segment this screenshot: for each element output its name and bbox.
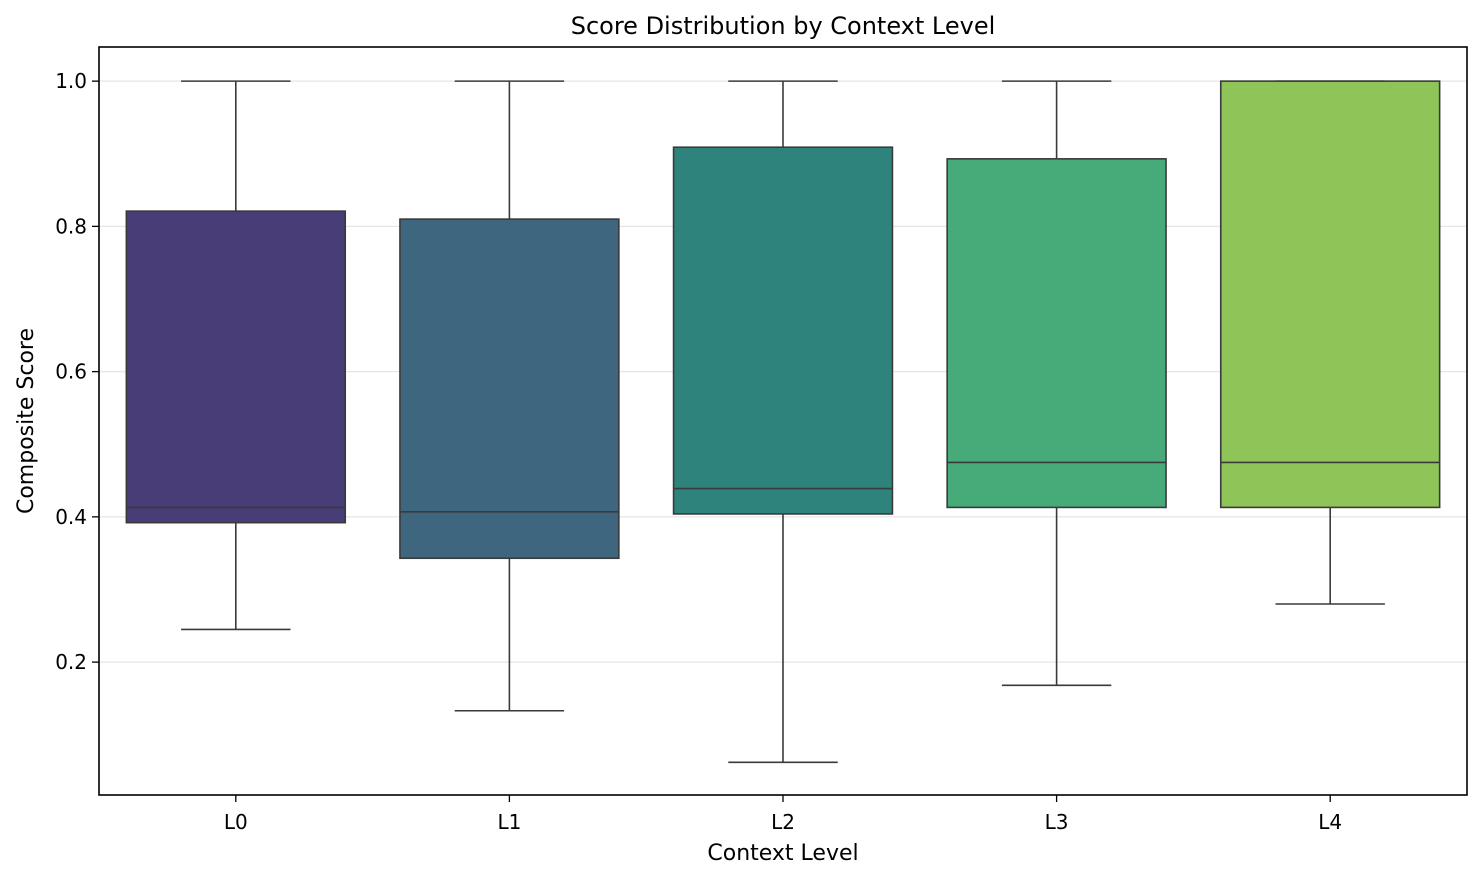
x-tick-label: L3 <box>1045 810 1069 834</box>
box-l2 <box>672 80 894 764</box>
x-tick-label: L2 <box>771 810 795 834</box>
y-axis-title: Composite Score <box>14 328 39 514</box>
x-axis-title: Context Level <box>707 841 858 866</box>
iqr-box <box>1219 80 1441 509</box>
x-tick-label: L0 <box>224 810 248 834</box>
x-axis: L0 L1 L2 L3 L4 <box>224 795 1342 834</box>
x-tick-label: L4 <box>1318 810 1342 834</box>
box-l3 <box>946 80 1167 687</box>
chart-title: Score Distribution by Context Level <box>571 12 996 40</box>
iqr-box <box>399 218 620 560</box>
y-axis: 0.2 0.4 0.6 0.8 1.0 <box>55 69 99 674</box>
box-l0 <box>125 80 347 631</box>
y-tick-label: 0.4 <box>55 505 87 529</box>
y-tick-label: 0.6 <box>55 360 87 384</box>
y-tick-label: 0.8 <box>55 214 87 238</box>
box-l1 <box>399 80 620 712</box>
y-tick-label: 1.0 <box>55 69 87 93</box>
box-l4 <box>1219 80 1441 605</box>
iqr-box <box>672 146 894 515</box>
iqr-box <box>946 158 1167 509</box>
y-tick-label: 0.2 <box>55 650 87 674</box>
iqr-box <box>125 210 347 524</box>
boxes <box>125 80 1441 764</box>
x-tick-label: L1 <box>497 810 521 834</box>
